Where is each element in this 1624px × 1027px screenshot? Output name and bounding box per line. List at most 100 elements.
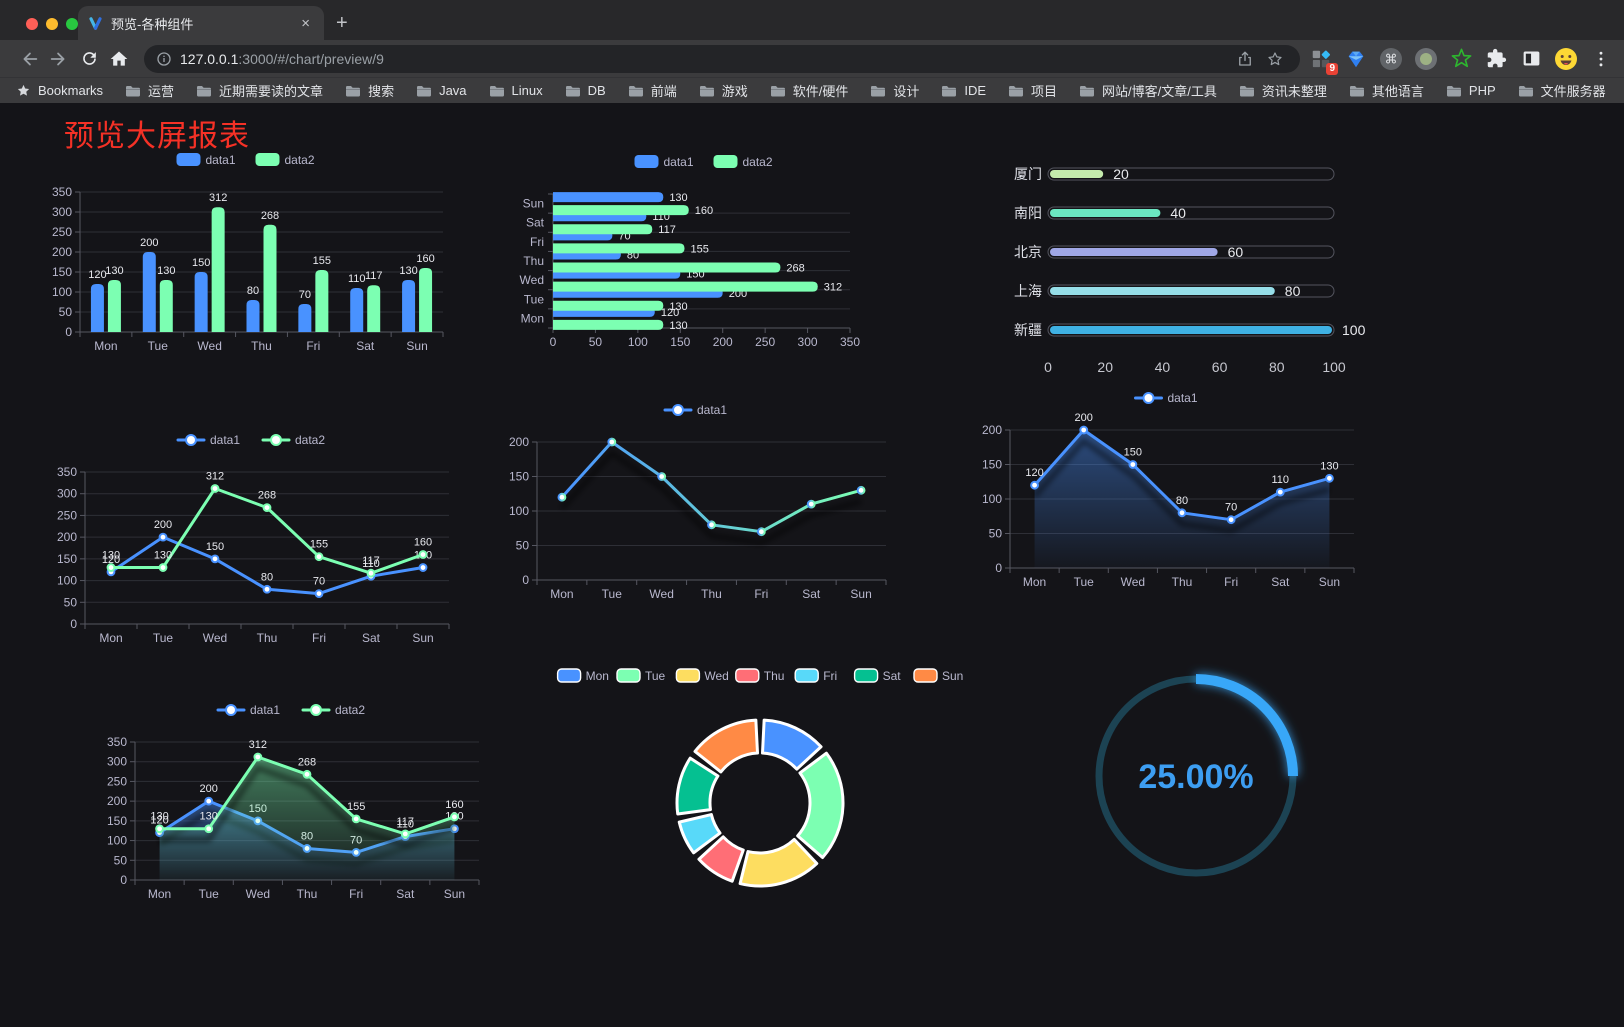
gradient-line-chart[interactable]: data1 0 50 100 150 200 Mon Tue Wed Thu Fri Sat Sun [497,396,902,610]
svg-text:100: 100 [1342,322,1366,338]
svg-text:130: 130 [669,320,687,332]
svg-text:Mon: Mon [94,339,117,353]
maximize-window-button[interactable] [66,18,78,30]
bookmark-label: Java [439,83,467,98]
menu-dots-icon[interactable] [1588,46,1614,72]
bookmark-folder-item[interactable]: 前端 [628,81,677,100]
svg-text:Mon: Mon [550,587,573,601]
split-window-icon[interactable] [1518,46,1544,72]
svg-text:200: 200 [713,335,733,349]
bookmark-folder-item[interactable]: Linux [489,83,543,98]
svg-text:155: 155 [313,255,331,267]
svg-text:150: 150 [52,265,72,279]
share-icon[interactable] [1230,45,1260,73]
bookmark-folder-item[interactable]: 游戏 [699,81,748,100]
svg-text:155: 155 [310,539,328,551]
svg-text:312: 312 [824,282,842,294]
svg-text:250: 250 [52,225,72,239]
svg-text:117: 117 [365,270,383,282]
home-icon[interactable] [104,45,134,73]
bookmark-label: 其他语言 [1371,84,1424,99]
svg-text:350: 350 [840,335,860,349]
site-info-icon[interactable] [156,51,172,67]
svg-text:150: 150 [57,552,77,566]
reload-icon[interactable] [74,45,104,73]
bookmark-folder-item[interactable]: DB [565,83,606,98]
svg-text:110: 110 [348,273,366,285]
svg-text:200: 200 [982,423,1002,437]
page-title: 预览大屏报表 [64,120,250,153]
grouped-bar-chart[interactable]: data1 data2 0 50 100 150 200 250 300 350 Mon Tue Wed… [40,146,455,362]
minimize-window-button[interactable] [46,18,58,30]
svg-text:Tue: Tue [148,339,169,353]
svg-text:data2: data2 [743,155,773,169]
donut-pie-chart[interactable]: Mon Tue Wed Thu Fri Sat Sun [556,660,963,895]
svg-text:130: 130 [399,265,417,277]
devtools-extension-icon[interactable]: 9 [1308,46,1338,75]
bookmark-folder-item[interactable]: 其他语言 [1349,81,1424,100]
svg-text:Sat: Sat [396,887,415,901]
svg-text:200: 200 [52,245,72,259]
svg-text:Sun: Sun [444,887,465,901]
multi-line-chart[interactable]: data1 data2 0 50 100 150 200 250 300 350 Mon Tue Wed… [45,426,465,654]
puzzle-extensions-icon[interactable] [1483,46,1509,72]
svg-text:Tue: Tue [524,292,545,306]
bookmark-folder-item[interactable]: 文件服务器 [1518,81,1606,100]
svg-text:Tue: Tue [199,887,220,901]
emoji-extension-icon[interactable] [1553,46,1579,72]
svg-text:80: 80 [247,285,259,297]
capsule-progress-chart[interactable]: 厦门 20 南阳 40 北京 60 上海 80 新疆 100 0 20 40 60 80 100 [1000,152,1368,384]
svg-text:250: 250 [107,774,127,788]
svg-text:Sun: Sun [1319,575,1340,589]
svg-text:0: 0 [70,617,77,631]
close-window-button[interactable] [26,18,38,30]
horizontal-bar-chart[interactable]: data1 data2 0 50 100 150 200 250 300 350 Mon 120 130… [513,148,898,364]
svg-text:268: 268 [298,756,316,768]
svg-text:0: 0 [1044,359,1052,375]
bookmarks-root-item[interactable]: Bookmarks [16,83,103,98]
bookmark-folder-item[interactable]: 运营 [125,81,174,100]
back-icon[interactable] [14,45,44,73]
svg-text:data2: data2 [295,433,325,447]
svg-text:110: 110 [397,819,415,831]
bookmark-folder-item[interactable]: 近期需要读的文章 [196,81,323,100]
svg-text:Sat: Sat [362,631,381,645]
svg-text:160: 160 [414,537,432,549]
tab-close-icon[interactable]: × [301,14,310,32]
green-star-icon[interactable] [1448,46,1474,72]
svg-text:250: 250 [57,508,77,522]
svg-text:data1: data1 [250,703,280,717]
bookmark-folder-item[interactable]: IDE [941,83,986,98]
bookmark-folder-item[interactable]: Java [416,83,467,98]
browser-tab[interactable]: 预览-各种组件 × [78,6,324,40]
area-line-chart[interactable]: data1 0 50 100 150 200 Mon Tue Wed Thu Fri Sat Sun 12… [970,384,1370,598]
record-circle-icon[interactable] [1413,46,1439,72]
bookmark-folder-item[interactable]: 软件/硬件 [770,81,848,100]
vue-devtools-gem-icon[interactable] [1343,46,1369,72]
bookmark-star-icon[interactable] [1260,45,1290,73]
svg-text:312: 312 [209,192,227,204]
extension-badge: 9 [1326,62,1338,75]
bookmark-folder-item[interactable]: 项目 [1008,81,1057,100]
bookmark-folder-item[interactable]: 设计 [870,81,919,100]
ring-gauge-chart[interactable]: 25.00% [1076,656,1316,896]
svg-text:250: 250 [755,335,775,349]
svg-text:Thu: Thu [297,887,318,901]
svg-text:data1: data1 [210,433,240,447]
svg-text:Sat: Sat [1271,575,1290,589]
bookmark-folder-item[interactable]: 资讯未整理 [1239,81,1327,100]
new-tab-button[interactable]: + [336,12,348,34]
double-area-line-chart[interactable]: data1 data2 0 50 100 150 200 250 300 350 Mon Tue Wed… [95,696,495,910]
url-bar[interactable]: 127.0.0.1:3000/#/chart/preview/9 [144,44,1300,73]
svg-text:Mon: Mon [1023,575,1046,589]
forward-icon[interactable] [44,45,74,73]
bookmark-label: Linux [511,83,543,98]
bookmark-folder-item[interactable]: 搜索 [345,81,394,100]
bookmark-folder-item[interactable]: 网站/博客/文章/工具 [1079,81,1217,100]
svg-text:200: 200 [107,794,127,808]
url-path: :3000/#/chart/preview/9 [238,50,384,67]
command-circle-icon[interactable]: ⌘ [1378,46,1404,72]
bookmark-folder-item[interactable]: PHP [1446,83,1496,98]
svg-text:150: 150 [670,335,690,349]
svg-text:0: 0 [550,335,557,349]
